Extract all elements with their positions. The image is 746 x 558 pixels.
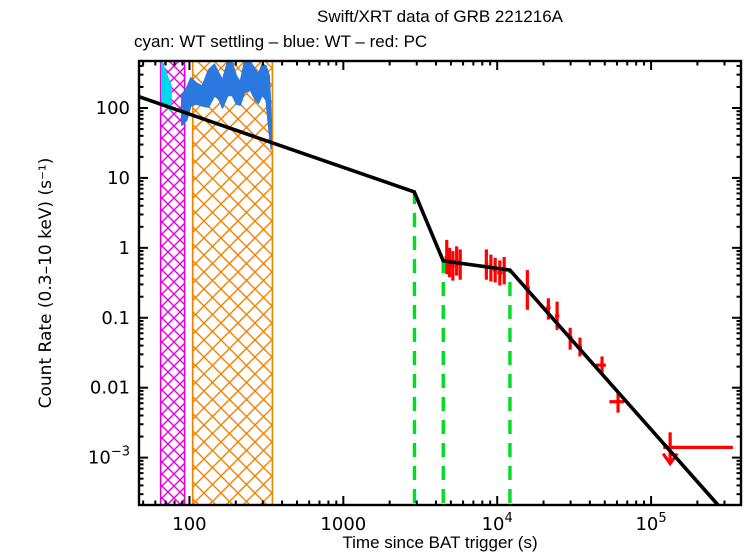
y-tick-label: 100 xyxy=(96,98,130,119)
chart-title: Swift/XRT data of GRB 221216A xyxy=(316,7,563,26)
plot-frame xyxy=(137,59,743,507)
pc-data-point xyxy=(484,249,489,280)
x-axis-title: Time since BAT trigger (s) xyxy=(342,533,538,552)
wt-settling-window-band xyxy=(159,60,186,506)
x-tick-label: 105 xyxy=(635,511,666,535)
pc-data-point xyxy=(609,391,625,413)
pc-data-point xyxy=(450,251,455,281)
y-tick-label: 0.01 xyxy=(90,378,130,399)
wt-window-band xyxy=(191,60,274,506)
chart-legend-note: cyan: WT settling – blue: WT – red: PC xyxy=(134,32,428,51)
y-tick-label: 10 xyxy=(107,168,130,189)
pc-data-point xyxy=(497,260,503,286)
y-tick-label: 10−3 xyxy=(88,445,130,469)
x-tick-label: 100 xyxy=(172,514,206,535)
axis-ticks xyxy=(139,61,741,505)
pc-data-point xyxy=(595,356,606,374)
y-tick-label: 1 xyxy=(119,238,130,259)
x-tick-label: 104 xyxy=(482,511,513,535)
wt-band xyxy=(180,60,272,150)
x-tick-label: 1000 xyxy=(320,514,366,535)
pc-data-point xyxy=(493,257,498,283)
fit-line xyxy=(138,94,720,507)
pc-upper-limit xyxy=(661,432,733,467)
y-tick-label: 0.1 xyxy=(101,308,130,329)
